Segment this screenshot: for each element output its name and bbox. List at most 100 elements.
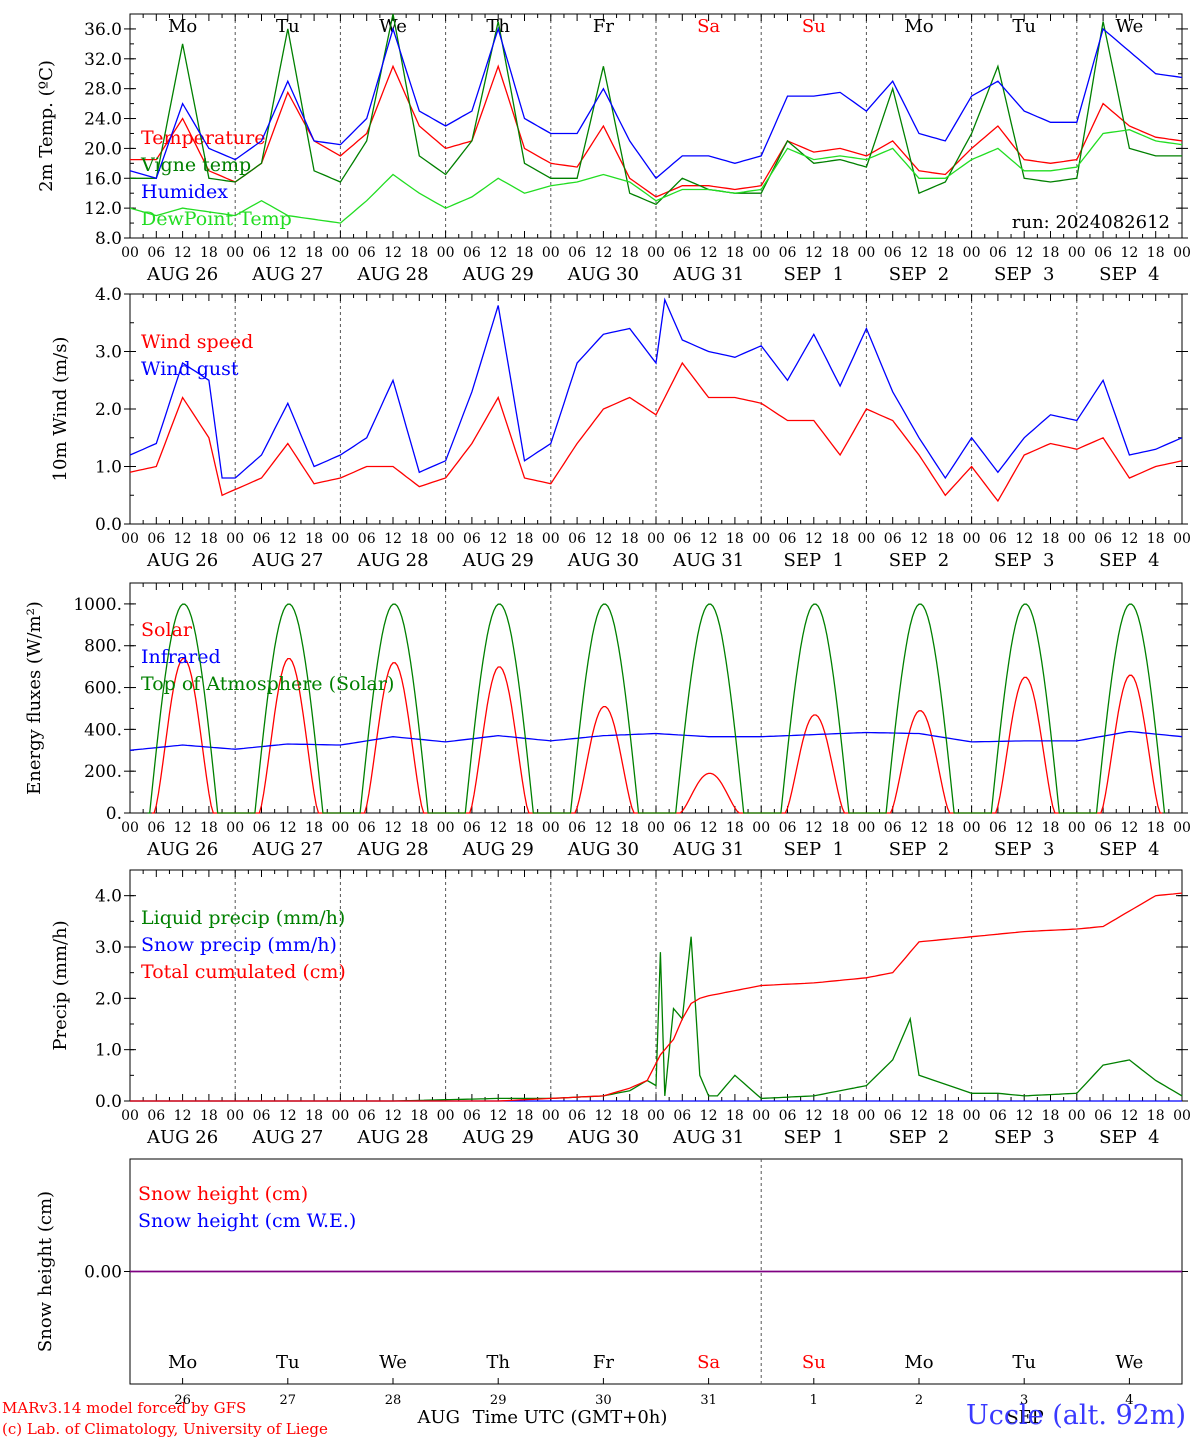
hour-tick-label: 18 — [305, 245, 323, 261]
weekday-label: Sa — [697, 1352, 720, 1373]
credit-line-1: MARv3.14 model forced by GFS — [2, 1399, 247, 1417]
weekday-label: Th — [486, 16, 510, 37]
hour-tick-label: 06 — [779, 1108, 797, 1124]
date-label: SEP 1 — [784, 839, 844, 860]
hour-tick-label: 06 — [989, 820, 1007, 836]
hour-tick-label: 12 — [910, 245, 928, 261]
y-axis-label: 10m Wind (m/s) — [50, 337, 71, 482]
hour-tick-label: 12 — [489, 245, 507, 261]
hour-tick-label: 18 — [936, 245, 954, 261]
hour-tick-label: 00 — [542, 820, 560, 836]
y-tick-label: 0.00 — [84, 1263, 122, 1283]
date-label: AUG 28 — [356, 264, 428, 285]
weekday-label: Sa — [697, 16, 720, 37]
weekday-label: Fr — [593, 16, 614, 37]
hour-tick-label: 18 — [621, 1108, 639, 1124]
date-label: SEP 4 — [1099, 1127, 1159, 1148]
y-axis-label: Precip (mm/h) — [50, 920, 71, 1050]
hour-tick-label: 00 — [437, 820, 455, 836]
hour-tick-label: 12 — [805, 820, 823, 836]
date-label: SEP 3 — [994, 1127, 1054, 1148]
y-tick-label: 400. — [84, 720, 122, 740]
date-label: AUG 28 — [356, 1127, 428, 1148]
weekday-label: Fr — [593, 1352, 614, 1373]
series-line-wind-speed — [129, 361, 1183, 503]
date-label: AUG 30 — [567, 1127, 639, 1148]
series-line-vigne-temp — [130, 13, 1182, 206]
y-tick-label: 1.0 — [95, 1041, 122, 1061]
hour-tick-label: 18 — [1147, 1108, 1165, 1124]
hour-tick-label: 12 — [279, 820, 297, 836]
hour-tick-label: 00 — [1173, 531, 1191, 547]
hour-tick-label: 06 — [568, 820, 586, 836]
y-axis-label: Energy fluxes (W/m²) — [24, 601, 45, 795]
hour-tick-label: 12 — [174, 245, 192, 261]
hour-tick-label: 18 — [831, 1108, 849, 1124]
weekday-label: Th — [486, 1352, 510, 1373]
hour-tick-label: 06 — [253, 531, 271, 547]
date-label: AUG 29 — [462, 550, 534, 571]
legend-entry: Infrared — [141, 646, 221, 668]
date-label: SEP 3 — [994, 839, 1054, 860]
date-label: SEP 4 — [1099, 264, 1159, 285]
hour-tick-label: 18 — [1147, 820, 1165, 836]
legend-entry: Snow precip (mm/h) — [141, 934, 337, 956]
hour-tick-label: 12 — [1015, 820, 1033, 836]
hour-tick-label: 00 — [121, 1108, 139, 1124]
hour-tick-label: 06 — [673, 245, 691, 261]
hour-tick-label: 12 — [384, 820, 402, 836]
hour-tick-label: 06 — [1094, 1108, 1112, 1124]
hour-tick-label: 06 — [673, 820, 691, 836]
y-tick-label: 2.0 — [95, 989, 122, 1009]
hour-tick-label: 12 — [700, 1108, 718, 1124]
hour-tick-label: 06 — [147, 531, 165, 547]
hour-tick-label: 00 — [752, 245, 770, 261]
date-label: AUG 26 — [146, 550, 218, 571]
hour-tick-label: 00 — [1068, 531, 1086, 547]
hour-tick-label: 12 — [1120, 531, 1138, 547]
hour-tick-label: 06 — [1094, 531, 1112, 547]
hour-tick-label: 00 — [963, 245, 981, 261]
hour-tick-label: 00 — [1173, 1108, 1191, 1124]
date-label: AUG 30 — [567, 839, 639, 860]
weekday-label: Mo — [168, 16, 197, 37]
hour-tick-label: 00 — [437, 531, 455, 547]
day-number-label: 27 — [280, 1393, 297, 1408]
hour-tick-label: 12 — [700, 531, 718, 547]
hour-tick-label: 00 — [226, 245, 244, 261]
y-tick-label: 1000. — [73, 595, 122, 615]
date-label: SEP 4 — [1099, 839, 1159, 860]
hour-tick-label: 12 — [384, 1108, 402, 1124]
hour-tick-label: 12 — [174, 531, 192, 547]
hour-tick-label: 00 — [121, 531, 139, 547]
bottom-labels: AUG Time UTC (GMT+0h) SEP — [416, 1407, 1043, 1428]
hour-tick-label: 18 — [621, 820, 639, 836]
series-line-total-cumulated-cm- — [130, 892, 1183, 1102]
hour-tick-label: 18 — [936, 820, 954, 836]
hour-tick-label: 18 — [305, 531, 323, 547]
day-number-label: 2 — [915, 1393, 923, 1408]
hour-tick-label: 18 — [410, 531, 428, 547]
hour-tick-label: 06 — [358, 820, 376, 836]
hour-tick-label: 06 — [147, 1108, 165, 1124]
hour-tick-label: 06 — [463, 1108, 481, 1124]
credit-line-2: (c) Lab. of Climatology, University of L… — [2, 1420, 328, 1438]
date-label: AUG 29 — [462, 1127, 534, 1148]
y-axis-label: 2m Temp. (ºC) — [36, 60, 57, 192]
hour-tick-label: 06 — [463, 245, 481, 261]
weekday-label: Mo — [904, 16, 933, 37]
hour-tick-label: 12 — [805, 531, 823, 547]
date-label: AUG 27 — [251, 550, 323, 571]
y-tick-label: 24.0 — [84, 110, 122, 130]
hour-tick-label: 18 — [200, 531, 218, 547]
hour-tick-label: 18 — [516, 245, 534, 261]
x-axis-label: Time UTC (GMT+0h) — [473, 1407, 668, 1428]
hour-tick-label: 00 — [542, 1108, 560, 1124]
hour-tick-label: 12 — [594, 245, 612, 261]
hour-tick-label: 12 — [700, 245, 718, 261]
hour-tick-label: 00 — [331, 245, 349, 261]
hour-tick-label: 18 — [1042, 531, 1060, 547]
date-label: AUG 26 — [146, 1127, 218, 1148]
hour-tick-label: 18 — [305, 820, 323, 836]
date-label: AUG 31 — [672, 839, 744, 860]
